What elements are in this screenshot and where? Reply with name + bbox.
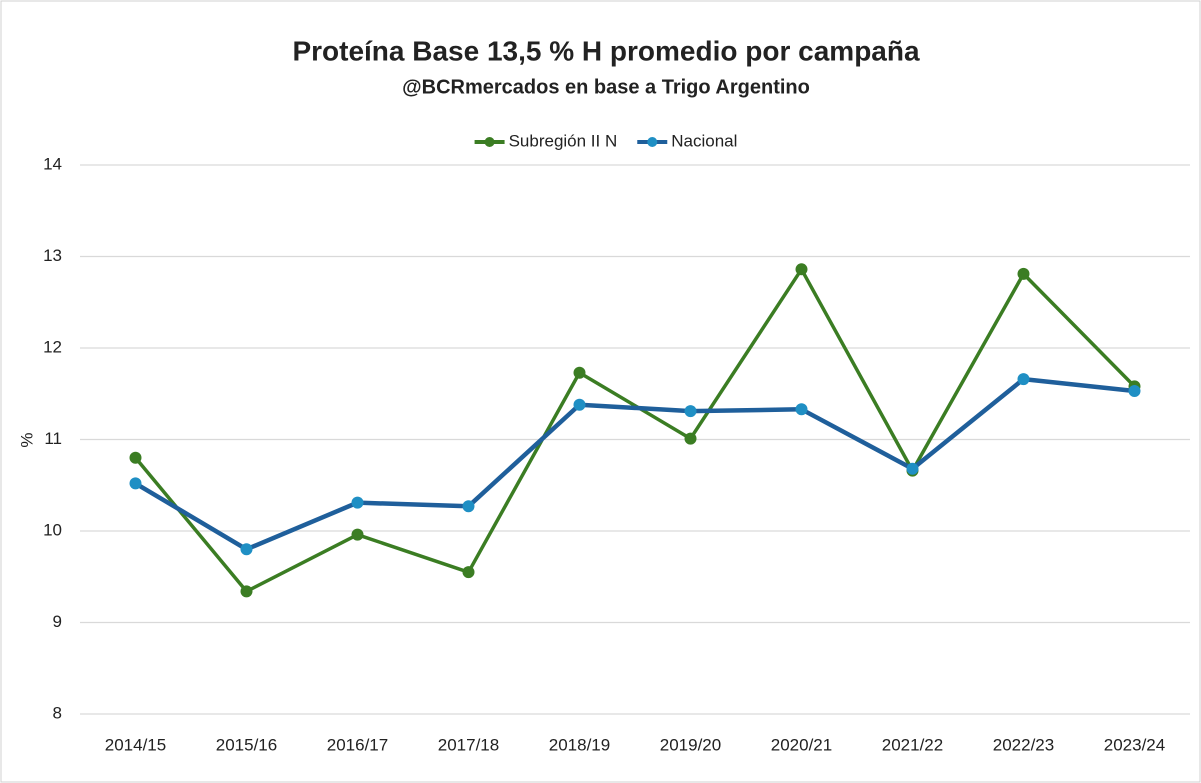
y-tick-label: 8	[53, 703, 62, 722]
series-line	[134, 376, 1135, 552]
chart-subtitle: @BCRmercados en base a Trigo Argentino	[402, 76, 810, 98]
chart-title: Proteína Base 13,5 % H promedio por camp…	[292, 35, 920, 66]
data-point	[462, 500, 475, 513]
data-point	[129, 451, 142, 464]
data-point	[462, 566, 475, 579]
data-point	[795, 403, 808, 416]
y-tick-label: 14	[43, 154, 62, 173]
legend-swatch-marker	[647, 137, 658, 147]
data-point	[906, 462, 919, 475]
x-tick-label: 2022/23	[993, 735, 1054, 754]
data-point	[573, 398, 586, 411]
x-tick-label: 2015/16	[216, 735, 277, 754]
y-tick-label: 12	[43, 337, 62, 356]
data-point	[240, 585, 253, 598]
x-tick-label: 2018/19	[549, 735, 610, 754]
legend-item: Nacional	[637, 131, 737, 150]
legend-item: Subregión II N	[474, 131, 618, 150]
y-axis-label: %	[17, 432, 36, 447]
x-tick-label: 2016/17	[327, 735, 388, 754]
y-tick-label: 9	[53, 612, 62, 631]
y-tick-label: 10	[43, 520, 62, 539]
y-tick-label: 13	[43, 246, 62, 265]
data-point	[795, 263, 808, 276]
series-line	[134, 267, 1136, 594]
data-point	[1017, 267, 1030, 280]
legend: Subregión II N Nacional	[474, 131, 737, 150]
legend-label: Subregión II N	[509, 131, 618, 150]
x-tick-label: 2014/15	[105, 735, 166, 754]
data-point	[684, 432, 697, 445]
legend-swatch-marker	[484, 137, 495, 147]
x-tick-label: 2021/22	[882, 735, 943, 754]
x-tick-label: 2020/21	[771, 735, 832, 754]
data-point	[351, 496, 364, 509]
data-point	[684, 405, 697, 418]
data-point	[1017, 373, 1030, 386]
data-point	[129, 477, 142, 490]
y-tick-label: 11	[44, 429, 62, 448]
x-tick-label: 2019/20	[660, 735, 721, 754]
data-point	[573, 366, 586, 379]
data-point	[1128, 385, 1141, 398]
x-tick-label: 2017/18	[438, 735, 499, 754]
data-point	[240, 543, 253, 556]
legend-label: Nacional	[671, 131, 737, 150]
x-tick-label: 2023/24	[1104, 735, 1165, 754]
data-point	[351, 528, 364, 541]
